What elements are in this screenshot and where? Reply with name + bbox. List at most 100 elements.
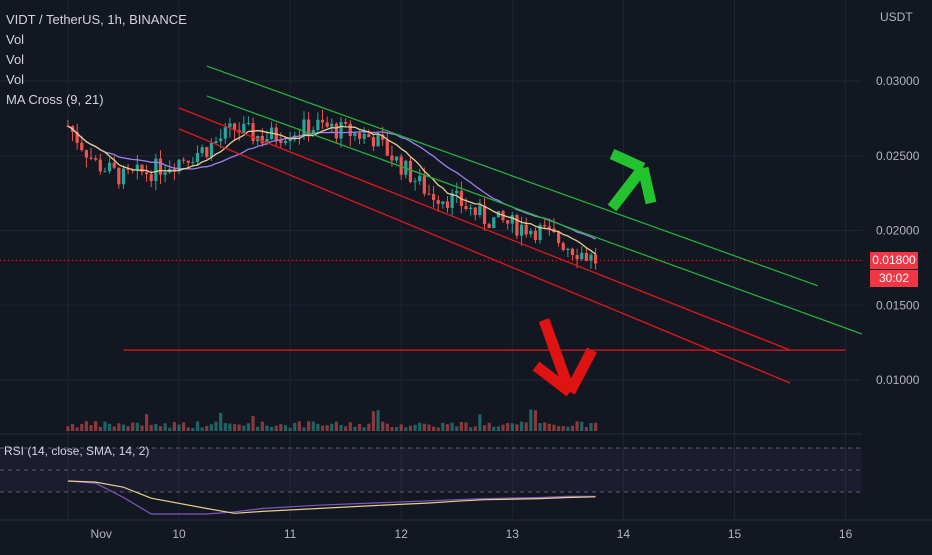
volume-bar [94,421,98,431]
volume-bar [450,422,454,431]
time-tick-label: 13 [506,527,520,541]
time-tick-label: 12 [395,527,409,541]
candle-body [575,255,579,260]
volume-bar [436,427,440,431]
candle-body [126,168,130,170]
annotation-arrows [532,148,657,397]
candle-body [547,226,551,229]
volume-bar [404,427,408,431]
volume-bar [334,421,338,431]
volume-bar [246,423,251,431]
volume-bar [297,421,301,431]
volume-bar [103,421,107,431]
volume-bar [469,427,473,431]
volume-bar [126,426,130,431]
candle-body [334,123,338,139]
candle-body [191,162,195,164]
time-axis[interactable]: Nov 10 11 12 13 14 15 16 [0,519,932,541]
candle-body [320,119,325,123]
candle-body [394,156,399,161]
indicator-ma-cross[interactable]: MA Cross (9, 21) [6,92,104,107]
volume-bar [432,426,436,431]
indicator-vol-2[interactable]: Vol [6,52,25,67]
volume-bar [205,425,209,431]
rsi-legend[interactable]: RSI (14, close, SMA, 14, 2) [4,444,150,458]
candle-body [182,159,186,161]
volume-bar [427,424,431,431]
volume-bar [459,421,463,431]
volume-bar [311,421,315,431]
volume-bar [487,422,491,431]
candle-body [473,207,477,216]
candle-body [279,140,283,144]
ma-9-line [67,125,596,255]
candle-body [330,123,334,127]
volume-bar [552,424,556,431]
candle-body [506,220,510,224]
indicator-vol-1[interactable]: Vol [6,32,25,47]
volume-bar [506,423,510,431]
volume-bar [84,421,89,431]
candle-body [478,205,482,216]
volume-bar [251,415,255,431]
time-tick-label: 15 [728,527,742,541]
candle-body [469,207,473,210]
candle-body [158,158,163,175]
volume-bar [570,425,575,431]
candle-body [510,215,514,224]
volume-bar [256,426,260,431]
candle-body [427,193,431,195]
candle-body [283,141,288,144]
volume-bar [529,409,533,431]
candle-body [140,164,144,173]
candle-body [371,137,376,147]
volume-bar [89,425,93,431]
trendlines[interactable] [123,65,874,384]
candle-body [144,172,149,175]
volume-bar [269,426,274,431]
upper-red-trendline [178,107,791,351]
volume-bar [339,424,343,431]
candle-body [482,205,487,224]
candle-body [376,134,380,147]
volume-bar [580,421,584,431]
volume-bar [135,422,139,431]
candle-body [422,175,426,194]
volume-bar [186,427,190,431]
candle-body [538,225,542,240]
volume-bar [149,424,153,431]
candle-body [209,142,214,158]
candle-body [362,134,366,139]
volume-bar [112,426,116,431]
candle-body [418,175,422,182]
volume-bar [80,424,84,431]
volume-bar [510,423,514,431]
candle-body [103,171,107,173]
volume-bar [589,423,593,431]
volume-bar [209,424,214,431]
volume-bar [455,426,459,431]
candle-body [94,158,98,160]
candle-body [135,164,139,171]
volume-bar [260,421,264,431]
candle-body [432,193,436,201]
volume-bar [445,424,450,431]
rsi-ma-line [67,480,596,514]
volume-bar [265,425,269,431]
volume-bar [543,422,547,431]
volume-bar [330,423,334,431]
candle-body [307,119,311,136]
volume-bar [556,426,561,431]
volume-bar [385,423,389,431]
candle-body [487,223,491,229]
candle-body [357,132,362,139]
volume-bar [144,414,149,431]
symbol-title[interactable]: VIDT / TetherUS, 1h, BINANCE [6,12,187,27]
candle-body [519,224,524,236]
volume-bar [98,426,102,431]
indicator-vol-3[interactable]: Vol [6,72,25,87]
volume-bar [66,426,70,431]
candle-body [348,123,352,136]
